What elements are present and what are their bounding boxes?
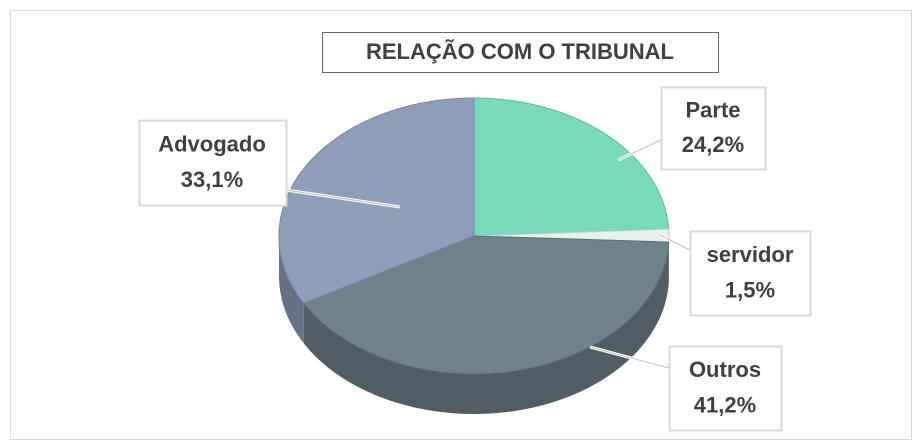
label-box bbox=[689, 230, 812, 317]
value-label: 33,1% bbox=[181, 167, 243, 192]
value-label: 1,5% bbox=[725, 277, 775, 302]
chart-title: RELAÇÃO COM O TRIBUNAL bbox=[366, 39, 674, 64]
category-label: Parte bbox=[685, 97, 740, 122]
slice-side bbox=[279, 236, 304, 344]
leader-line bbox=[617, 139, 662, 161]
label-box bbox=[660, 86, 767, 171]
slice bbox=[473, 97, 670, 237]
label-box bbox=[668, 345, 783, 432]
leader-line bbox=[659, 234, 691, 251]
category-label: servidor bbox=[707, 242, 794, 267]
category-label: Advogado bbox=[158, 131, 266, 156]
value-label: 41,2% bbox=[694, 392, 756, 417]
title-box bbox=[322, 32, 719, 73]
value-label: 24,2% bbox=[682, 132, 744, 157]
slice bbox=[302, 235, 670, 375]
category-label: Outros bbox=[689, 357, 761, 382]
label-box bbox=[138, 119, 288, 207]
slice-side bbox=[303, 242, 669, 414]
leader-line bbox=[285, 189, 401, 208]
leader-line bbox=[589, 346, 670, 369]
slice bbox=[278, 97, 475, 304]
